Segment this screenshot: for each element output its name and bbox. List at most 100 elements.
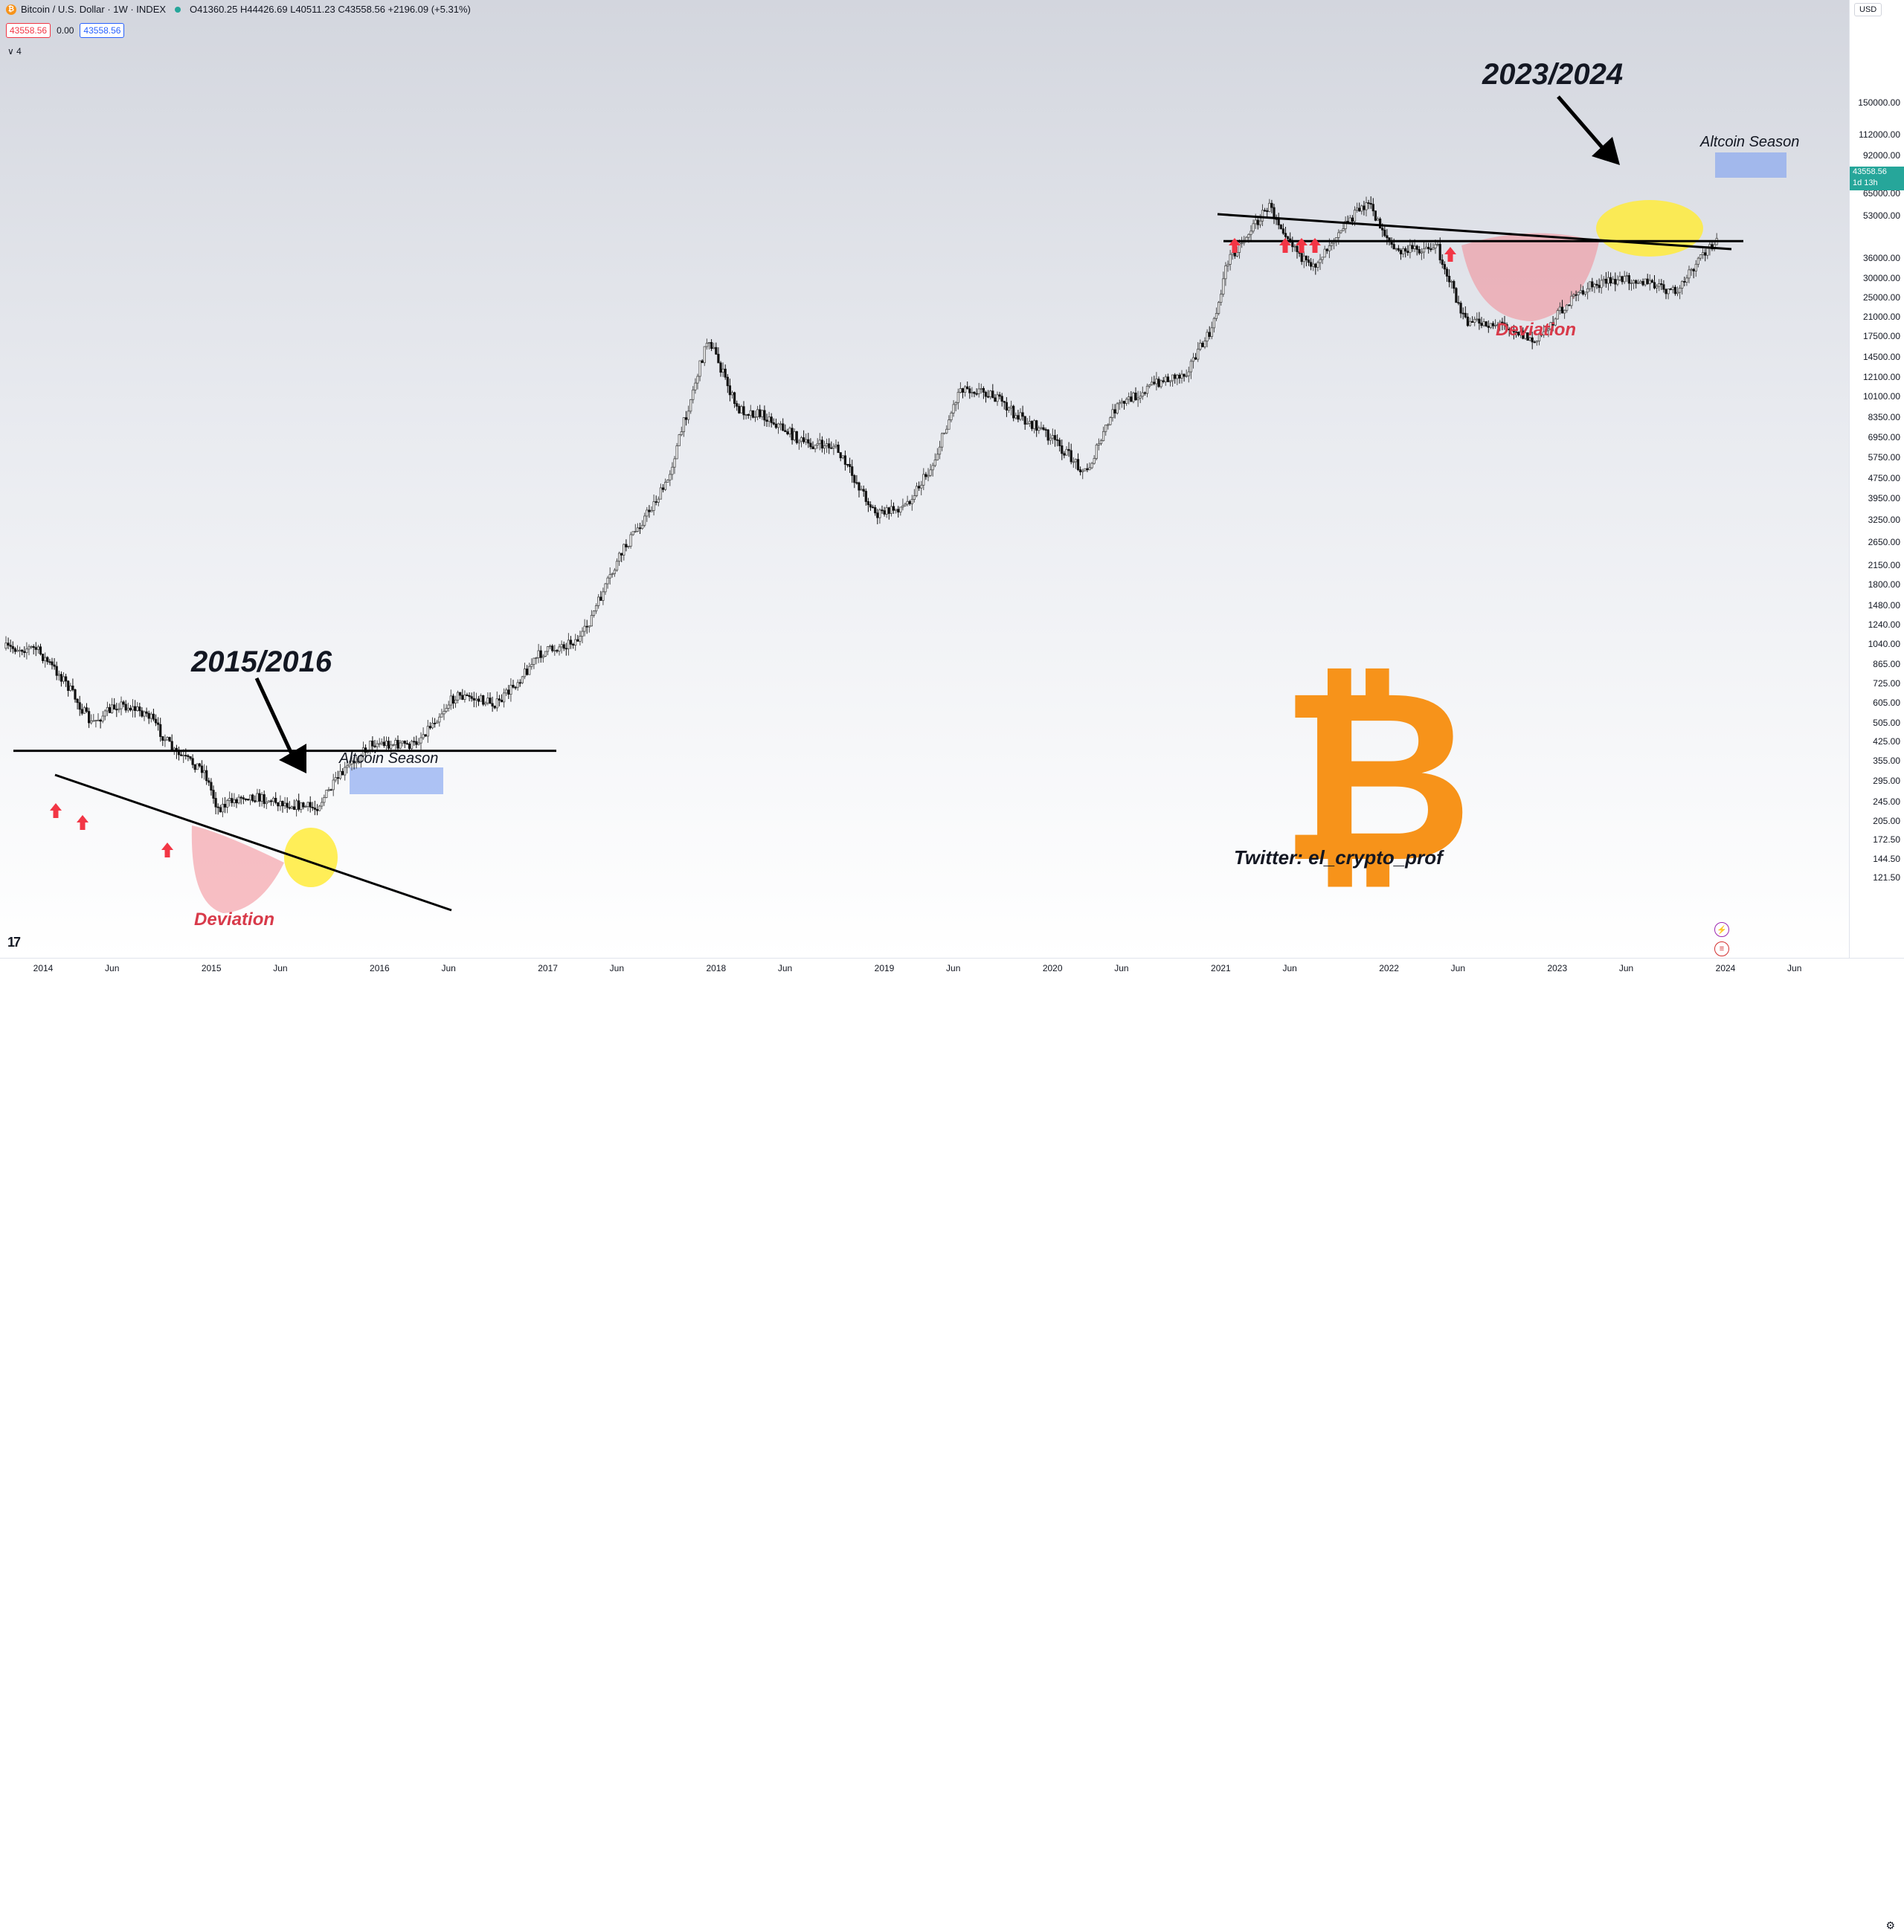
candle-body [1102, 431, 1105, 442]
spread-value: 0.00 [57, 25, 74, 36]
candle-body [21, 649, 24, 652]
candle-body [1704, 252, 1707, 256]
price-tick-label: 14500.00 [1862, 352, 1900, 363]
candle-body [1201, 343, 1204, 347]
candle-body [956, 392, 959, 403]
price-chart-svg[interactable] [0, 0, 1849, 958]
candle-body [782, 423, 785, 431]
price-tick-label: 725.00 [1873, 677, 1900, 689]
candle-body [565, 648, 567, 650]
candle-body [537, 650, 540, 658]
candle-body [1612, 279, 1615, 284]
candle-body [1639, 280, 1642, 283]
candle-body [1505, 324, 1508, 329]
settings-gear-icon[interactable]: ⚙ [1885, 1919, 1895, 1931]
candle-body [1517, 332, 1520, 335]
us-flag-icon[interactable]: ≡ [1714, 941, 1729, 956]
candle-body [350, 760, 353, 764]
candle-body [7, 643, 10, 646]
candle-body [113, 704, 116, 710]
candle-body [390, 744, 393, 749]
price-tick-label: 245.00 [1873, 796, 1900, 807]
candle-body [866, 501, 869, 506]
candle-body [239, 796, 242, 799]
candle-body [475, 698, 478, 701]
candle-body [1222, 278, 1225, 294]
candle-body [533, 657, 536, 665]
price-tick-label: 5750.00 [1868, 452, 1900, 463]
candle-body [1287, 236, 1290, 239]
candle-body [1395, 248, 1398, 250]
candle-body [625, 544, 628, 547]
candle-body [500, 700, 504, 703]
candle-body [1480, 323, 1483, 326]
price-tick-label: 205.00 [1873, 815, 1900, 826]
candle-body [675, 445, 678, 460]
candle-body [18, 649, 22, 651]
candle-body [913, 495, 916, 500]
candle-body [710, 342, 713, 350]
candle-body [1648, 280, 1651, 284]
candle-body [251, 794, 254, 802]
candle-body [170, 741, 173, 750]
candle-body [198, 763, 202, 767]
currency-button[interactable]: USD [1854, 3, 1882, 16]
candle-body [1284, 233, 1287, 237]
sell-price-button[interactable]: 43558.56 [6, 23, 51, 38]
candle-body [1264, 210, 1267, 212]
candle-body [403, 741, 406, 744]
indicators-toggle[interactable]: ∨ 4 [7, 46, 22, 57]
candle-body [1130, 396, 1133, 402]
candle-body [346, 765, 349, 768]
candle-body [353, 760, 356, 764]
candle-body [161, 736, 164, 741]
candle-body [814, 445, 817, 449]
candle-body [1160, 380, 1162, 387]
tradingview-logo-icon[interactable]: 17 [7, 935, 21, 950]
candle-body [1614, 279, 1617, 285]
market-status-dot [175, 6, 181, 13]
candle-body [80, 709, 83, 714]
candle-body [966, 386, 969, 390]
candle-body [65, 676, 68, 682]
candle-body [177, 751, 181, 756]
candle-body [355, 761, 358, 764]
time-axis[interactable]: 2014 Jun 2015 Jun 2016 Jun 2017 Jun 2018 Jun 2019 J… [0, 958, 1904, 1931]
candle-body [772, 422, 775, 425]
candle-body [728, 385, 732, 396]
candle-body [131, 706, 135, 711]
candle-body [1203, 341, 1206, 347]
candle-body [1220, 294, 1223, 303]
candle-body [523, 669, 527, 677]
candle-body [558, 646, 561, 651]
candle-body [431, 723, 434, 729]
candle-body [849, 464, 852, 467]
symbol-title[interactable]: Bitcoin / U.S. Dollar · 1W · INDEX [21, 4, 167, 15]
time-tick-label: Jun [1787, 963, 1802, 973]
lightning-icon[interactable]: ⚡ [1714, 922, 1729, 937]
buy-price-button[interactable]: 43558.56 [80, 23, 125, 38]
candle-body [629, 534, 632, 547]
candle-body [258, 793, 261, 802]
altcoin-season-label-right: Altcoin Season [1700, 134, 1800, 150]
symbol-legend[interactable]: ₿ Bitcoin / U.S. Dollar · 1W · INDEX O41… [6, 4, 471, 15]
candle-body [436, 721, 439, 724]
candle-body [987, 396, 990, 398]
candle-body [1501, 321, 1504, 323]
candle-body [83, 707, 86, 714]
candle-body [892, 506, 895, 511]
candle-body [1197, 349, 1200, 360]
candle-body [1328, 245, 1331, 251]
candle-body [1379, 218, 1382, 229]
chart-pane[interactable]: ₿ Bitcoin / U.S. Dollar · 1W · INDEX O41… [0, 0, 1849, 958]
candle-body [1658, 283, 1661, 287]
candle-body [897, 509, 900, 513]
candle-body [592, 611, 596, 616]
candle-body [23, 651, 26, 654]
candle-body [1600, 280, 1603, 289]
candle-body [890, 506, 892, 514]
candle-body [1673, 286, 1676, 294]
candle-body [1485, 321, 1488, 326]
price-axis[interactable]: USD 150000.00112000.0092000.0077000.0065… [1849, 0, 1904, 958]
candle-body [1017, 415, 1020, 420]
